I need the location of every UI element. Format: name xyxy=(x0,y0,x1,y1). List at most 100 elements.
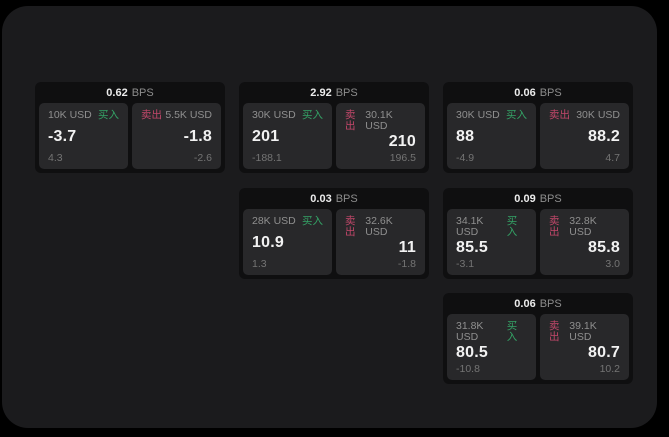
buy-amount: 28K USD xyxy=(252,215,296,227)
sell-change: -1.8 xyxy=(397,257,416,270)
sell-amount: 32.8K USD xyxy=(569,215,597,238)
sell-change: 3.0 xyxy=(605,257,620,270)
buy-change: -4.9 xyxy=(456,151,475,164)
quote-body: 30K USD 买入 88 -4.9 卖出 30K USD 88.2 4.7 xyxy=(443,103,633,173)
quote-card-1: 0.62 BPS 10K USD 买入 -3.7 4.3 卖出 5.5K USD… xyxy=(35,82,225,173)
buy-panel[interactable]: 34.1K USD 买入 85.5 -3.1 xyxy=(447,209,536,275)
buy-amount: 30K USD xyxy=(252,109,296,121)
buy-tag: 买入 xyxy=(506,320,518,343)
quote-body: 34.1K USD 买入 85.5 -3.1 卖出 32.8K USD 85.8… xyxy=(443,209,633,279)
bps-unit-label: BPS xyxy=(539,297,562,310)
sell-top-row: 卖出 30K USD xyxy=(549,110,620,121)
buy-tag: 买入 xyxy=(302,109,323,121)
sell-change: 10.2 xyxy=(599,362,620,375)
bps-value: 2.92 xyxy=(310,86,332,99)
buy-panel[interactable]: 10K USD 买入 -3.7 4.3 xyxy=(39,103,128,169)
bps-unit-label: BPS xyxy=(131,86,154,99)
sell-top-row: 卖出 39.1K USD xyxy=(549,321,620,342)
buy-amount: 30K USD xyxy=(456,109,500,121)
buy-amount: 34.1K USD xyxy=(456,215,484,238)
quote-card-3: 0.06 BPS 30K USD 买入 88 -4.9 卖出 30K USD 8… xyxy=(443,82,633,173)
sell-change: 196.5 xyxy=(389,151,416,164)
sell-tag: 卖出 xyxy=(345,109,356,132)
sell-panel[interactable]: 卖出 39.1K USD 80.7 10.2 xyxy=(540,314,629,380)
bps-value: 0.62 xyxy=(106,86,128,99)
sell-amount: 32.6K USD xyxy=(365,215,393,238)
sell-panel[interactable]: 卖出 32.6K USD 11 -1.8 xyxy=(336,209,425,275)
buy-panel[interactable]: 31.8K USD 买入 80.5 -10.8 xyxy=(447,314,536,380)
bps-header: 0.06 BPS xyxy=(443,82,633,103)
bps-header: 0.62 BPS xyxy=(35,82,225,103)
buy-tag: 买入 xyxy=(506,109,527,121)
buy-price: 80.5 xyxy=(456,343,488,361)
sell-price: 11 xyxy=(398,238,416,256)
buy-change: -10.8 xyxy=(456,362,480,375)
bps-header: 0.06 BPS xyxy=(443,293,633,314)
buy-amount: 31.8K USD xyxy=(456,320,484,343)
sell-price: 80.7 xyxy=(588,343,620,361)
buy-panel[interactable]: 28K USD 买入 10.9 1.3 xyxy=(243,209,332,275)
quote-body: 28K USD 买入 10.9 1.3 卖出 32.6K USD 11 -1.8 xyxy=(239,209,429,279)
buy-tag: 买入 xyxy=(506,215,518,238)
buy-panel[interactable]: 30K USD 买入 201 -188.1 xyxy=(243,103,332,169)
sell-amount: 5.5K USD xyxy=(165,109,212,121)
buy-amount: 10K USD xyxy=(48,109,92,121)
sell-panel[interactable]: 卖出 30.1K USD 210 196.5 xyxy=(336,103,425,169)
quote-card-6: 0.06 BPS 31.8K USD 买入 80.5 -10.8 卖出 39.1… xyxy=(443,293,633,384)
buy-tag: 买入 xyxy=(302,215,323,227)
trading-window: 0.62 BPS 10K USD 买入 -3.7 4.3 卖出 5.5K USD… xyxy=(2,6,657,428)
buy-top-row: 30K USD 买入 xyxy=(252,110,323,121)
sell-amount: 30.1K USD xyxy=(365,109,393,132)
buy-change: -188.1 xyxy=(252,151,282,164)
buy-price: 88 xyxy=(456,127,475,145)
sell-panel[interactable]: 卖出 32.8K USD 85.8 3.0 xyxy=(540,209,629,275)
sell-tag: 卖出 xyxy=(549,320,560,343)
sell-tag: 卖出 xyxy=(141,109,162,121)
bps-header: 0.09 BPS xyxy=(443,188,633,209)
quote-body: 10K USD 买入 -3.7 4.3 卖出 5.5K USD -1.8 -2.… xyxy=(35,103,225,173)
buy-tag: 买入 xyxy=(98,109,119,121)
sell-amount: 30K USD xyxy=(576,109,620,121)
bps-unit-label: BPS xyxy=(335,192,358,205)
buy-top-row: 31.8K USD 买入 xyxy=(456,321,527,342)
bps-value: 0.09 xyxy=(514,192,536,205)
bps-header: 0.03 BPS xyxy=(239,188,429,209)
sell-change: -2.6 xyxy=(193,151,212,164)
sell-price: 88.2 xyxy=(588,127,620,145)
sell-top-row: 卖出 30.1K USD xyxy=(345,110,416,131)
sell-panel[interactable]: 卖出 30K USD 88.2 4.7 xyxy=(540,103,629,169)
sell-top-row: 卖出 32.8K USD xyxy=(549,216,620,237)
buy-change: -3.1 xyxy=(456,257,475,270)
sell-top-row: 卖出 5.5K USD xyxy=(141,110,212,121)
bps-unit-label: BPS xyxy=(335,86,358,99)
bps-header: 2.92 BPS xyxy=(239,82,429,103)
buy-change: 4.3 xyxy=(48,151,63,164)
buy-change: 1.3 xyxy=(252,257,267,270)
quote-card-2: 2.92 BPS 30K USD 买入 201 -188.1 卖出 30.1K … xyxy=(239,82,429,173)
buy-top-row: 10K USD 买入 xyxy=(48,110,119,121)
quote-body: 30K USD 买入 201 -188.1 卖出 30.1K USD 210 1… xyxy=(239,103,429,173)
buy-top-row: 34.1K USD 买入 xyxy=(456,216,527,237)
bps-unit-label: BPS xyxy=(539,192,562,205)
bps-value: 0.03 xyxy=(310,192,332,205)
buy-top-row: 28K USD 买入 xyxy=(252,216,323,227)
quote-card-5: 0.09 BPS 34.1K USD 买入 85.5 -3.1 卖出 32.8K… xyxy=(443,188,633,279)
sell-tag: 卖出 xyxy=(549,109,570,121)
sell-tag: 卖出 xyxy=(345,215,356,238)
bps-value: 0.06 xyxy=(514,297,536,310)
quote-card-4: 0.03 BPS 28K USD 买入 10.9 1.3 卖出 32.6K US… xyxy=(239,188,429,279)
buy-price: 85.5 xyxy=(456,238,488,256)
sell-change: 4.7 xyxy=(605,151,620,164)
sell-price: -1.8 xyxy=(183,127,212,145)
sell-top-row: 卖出 32.6K USD xyxy=(345,216,416,237)
sell-panel[interactable]: 卖出 5.5K USD -1.8 -2.6 xyxy=(132,103,221,169)
bps-unit-label: BPS xyxy=(539,86,562,99)
buy-top-row: 30K USD 买入 xyxy=(456,110,527,121)
quote-body: 31.8K USD 买入 80.5 -10.8 卖出 39.1K USD 80.… xyxy=(443,314,633,384)
sell-price: 85.8 xyxy=(588,238,620,256)
buy-price: -3.7 xyxy=(48,127,77,145)
sell-price: 210 xyxy=(388,132,416,150)
sell-amount: 39.1K USD xyxy=(569,320,597,343)
sell-tag: 卖出 xyxy=(549,215,560,238)
buy-panel[interactable]: 30K USD 买入 88 -4.9 xyxy=(447,103,536,169)
